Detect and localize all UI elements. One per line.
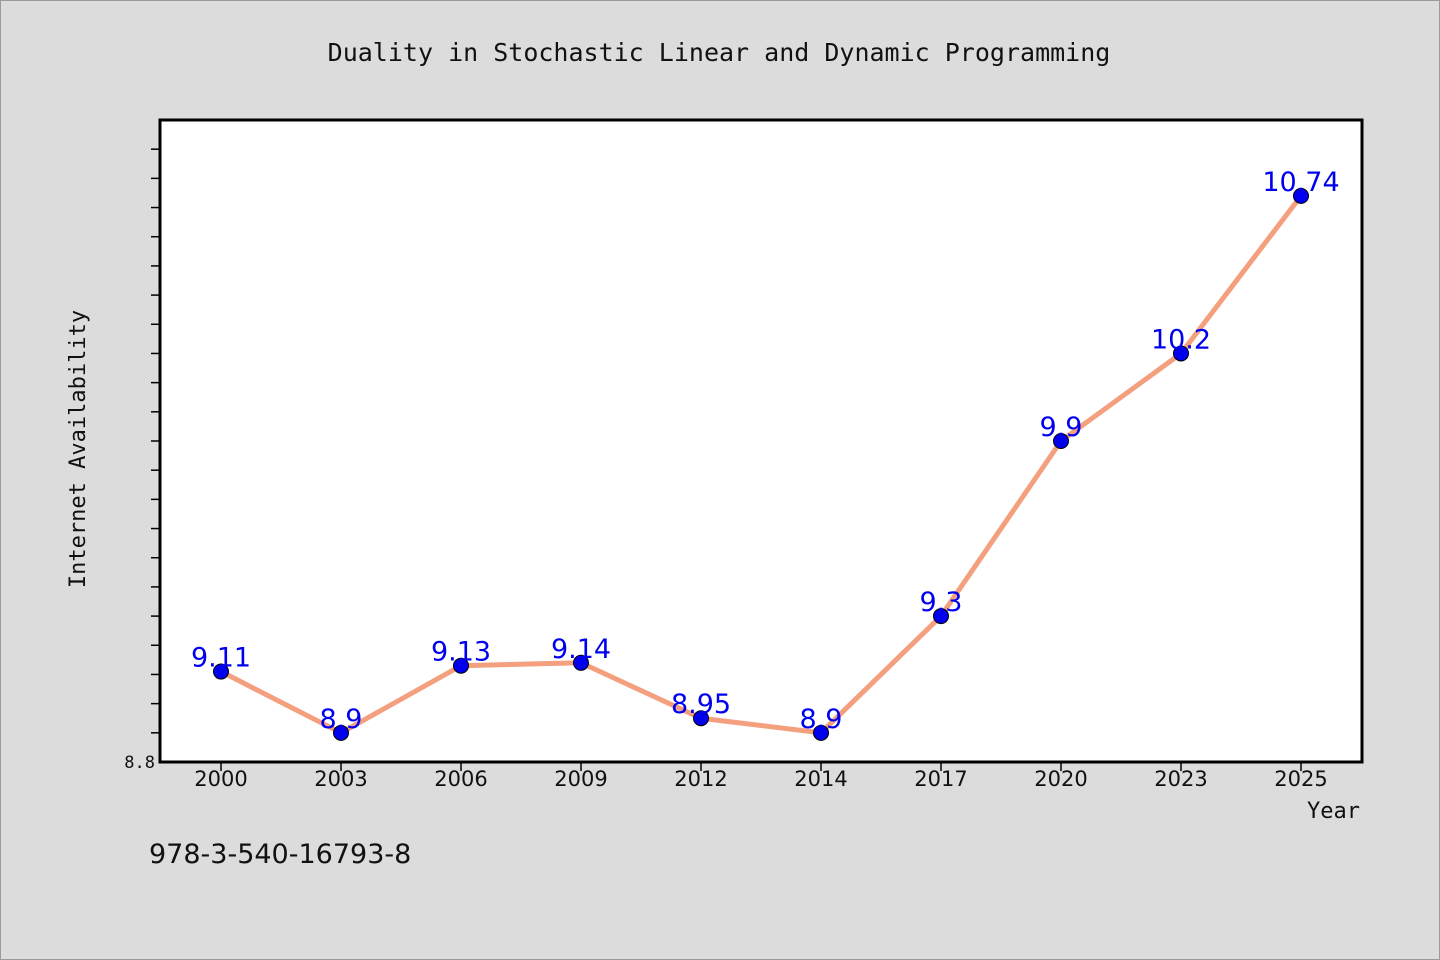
data-point [333,724,349,741]
chart-title: Duality in Stochastic Linear and Dynamic… [328,38,1111,67]
data-point [1053,433,1069,449]
data-point [573,654,589,671]
series-line [218,193,1304,736]
data-label: 9.14 [551,634,611,665]
data-label: 8.9 [320,704,363,735]
data-label: 9.9 [1040,412,1083,443]
x-tick-label: 2006 [434,767,487,791]
data-label: 10.2 [1151,324,1211,355]
x-axis-label: Year [1307,799,1360,824]
data-point [1173,345,1189,362]
data-point [1293,187,1309,204]
footer-isbn: 978-3-540-16793-8 [149,839,411,870]
data-label: 9.11 [191,643,251,674]
data-label: 8.95 [671,689,731,720]
data-label: 10.74 [1262,167,1339,198]
data-point [453,657,469,674]
y-axis-ticks: 8.8 [124,148,159,773]
y-tick-label: 8.8 [124,753,155,773]
x-tick-label: 2012 [674,767,727,791]
data-point [213,663,229,680]
x-tick-label: 2014 [794,767,847,791]
series-layer [213,187,1309,741]
data-point [693,710,709,727]
x-tick-label: 2020 [1034,767,1087,791]
data-labels: 9.11 8.9 9.13 9.14 8.95 8.9 9.3 9.9 10.2 10.74 [191,167,1340,735]
x-tick-label: 2000 [194,767,247,791]
data-label: 8.9 [800,704,843,735]
x-tick-label: 2003 [314,767,367,791]
plot-area [158,118,1364,764]
data-point [813,724,829,741]
data-point [933,608,949,625]
data-label: 9.13 [431,637,491,668]
data-label: 9.3 [920,587,963,618]
x-tick-label: 2023 [1154,767,1207,791]
x-tick-label: 2017 [914,767,967,791]
x-axis-ticks: 2000 2003 2006 2009 2012 2014 2017 2020 2023 2025 [194,763,1328,791]
x-tick-label: 2025 [1274,767,1327,791]
x-tick-label: 2009 [554,767,607,791]
y-axis-label: Internet Availability [66,310,91,588]
